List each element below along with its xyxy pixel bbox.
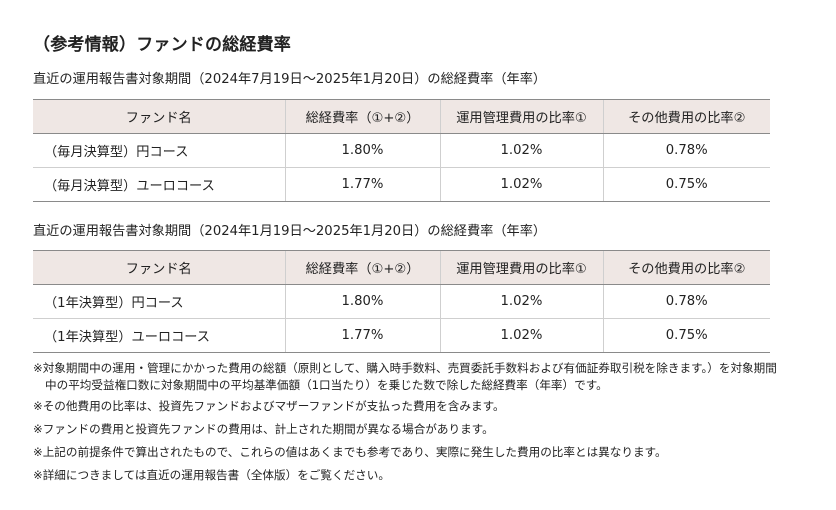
other-cost-ratio-cell: 0.78% [602,284,770,319]
footnote: ※その他費用の比率は、投資先ファンドおよびマザーファンドが支払った費用を含みます… [33,399,505,413]
fund-name-cell: （毎月決算型）ユーロコース [33,167,285,202]
header-management-fee-ratio: 運用管理費用の比率① [439,250,603,285]
header-total-expense-ratio: 総経費率（①+②） [284,250,440,285]
expense-ratio-table-1: ファンド名 総経費率（①+②） 運用管理費用の比率① その他費用の比率② （毎月… [33,99,770,202]
footnote: ※上記の前提条件で算出されたもので、これらの値はあくまでも参考であり、実際に発生… [33,445,667,459]
table-row: （毎月決算型）ユーロコース 1.77% 1.02% 0.75% [33,167,770,202]
header-total-expense-ratio: 総経費率（①+②） [284,99,440,134]
header-management-fee-ratio: 運用管理費用の比率① [439,99,603,134]
table-2-caption: 直近の運用報告書対象期間（2024年1月19日〜2025年1月20日）の総経費率… [33,224,547,239]
table-row: （1年決算型）ユーロコース 1.77% 1.02% 0.75% [33,318,770,353]
fund-name-cell: （毎月決算型）円コース [33,133,285,168]
total-expense-ratio-cell: 1.77% [284,167,440,202]
table-header-row: ファンド名 総経費率（①+②） 運用管理費用の比率① その他費用の比率② [33,99,770,134]
section-title: （参考情報）ファンドの総経費率 [33,35,291,55]
management-fee-ratio-cell: 1.02% [439,167,603,202]
table-header-row: ファンド名 総経費率（①+②） 運用管理費用の比率① その他費用の比率② [33,250,770,285]
fund-name-cell: （1年決算型）円コース [33,284,285,319]
table-row: （1年決算型）円コース 1.80% 1.02% 0.78% [33,284,770,319]
table-row: （毎月決算型）円コース 1.80% 1.02% 0.78% [33,133,770,168]
footnote: ※詳細につきましては直近の運用報告書（全体版）をご覧ください。 [33,468,390,482]
table-1-caption: 直近の運用報告書対象期間（2024年7月19日〜2025年1月20日）の総経費率… [33,72,547,87]
header-other-cost-ratio: その他費用の比率② [602,99,770,134]
fund-name-cell: （1年決算型）ユーロコース [33,318,285,353]
footnotes: ※対象期間中の運用・管理にかかった費用の総額（原則として、購入時手数料、売買委託… [33,360,783,490]
footnote: ※ファンドの費用と投資先ファンドの費用は、計上された期間が異なる場合があります。 [33,422,494,436]
header-fund-name: ファンド名 [33,250,285,285]
other-cost-ratio-cell: 0.75% [602,167,770,202]
expense-ratio-table-2: ファンド名 総経費率（①+②） 運用管理費用の比率① その他費用の比率② （1年… [33,250,770,353]
management-fee-ratio-cell: 1.02% [439,133,603,168]
total-expense-ratio-cell: 1.77% [284,318,440,353]
other-cost-ratio-cell: 0.75% [602,318,770,353]
other-cost-ratio-cell: 0.78% [602,133,770,168]
footnote: ※対象期間中の運用・管理にかかった費用の総額（原則として、購入時手数料、売買委託… [33,361,777,392]
total-expense-ratio-cell: 1.80% [284,284,440,319]
header-other-cost-ratio: その他費用の比率② [602,250,770,285]
management-fee-ratio-cell: 1.02% [439,284,603,319]
header-fund-name: ファンド名 [33,99,285,134]
total-expense-ratio-cell: 1.80% [284,133,440,168]
management-fee-ratio-cell: 1.02% [439,318,603,353]
